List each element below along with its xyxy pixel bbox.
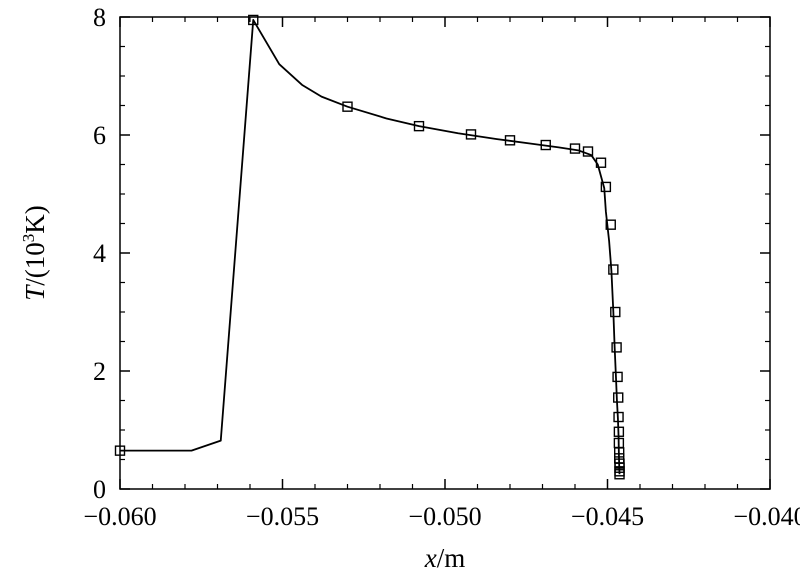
square-marker: [600, 181, 612, 193]
square-marker: [608, 264, 619, 275]
series-layer: [114, 14, 625, 480]
square-marker: [248, 14, 259, 26]
square-marker: [605, 219, 616, 230]
square-marker: [613, 392, 624, 403]
y-tick-label: 4: [93, 239, 106, 268]
square-marker: [610, 306, 621, 318]
x-tick-label: −0.045: [571, 502, 644, 531]
square-marker: [342, 101, 353, 112]
square-marker: [611, 342, 622, 353]
square-marker: [613, 411, 624, 423]
y-tick-label: 6: [93, 121, 106, 150]
square-marker: [614, 469, 625, 480]
ticks: [119, 16, 771, 490]
square-marker: [595, 157, 607, 168]
square-marker: [582, 146, 594, 157]
x-tick-label: −0.050: [408, 502, 481, 531]
square-marker: [540, 139, 551, 151]
x-tick-label: −0.040: [733, 502, 800, 531]
square-marker: [465, 129, 477, 140]
y-axis-label: T/(103K): [19, 205, 50, 301]
square-marker: [504, 135, 516, 146]
square-marker: [614, 447, 625, 458]
series-line: [120, 19, 621, 475]
square-marker: [114, 445, 126, 456]
square-marker: [613, 426, 625, 437]
x-axis-label: x/m: [424, 543, 466, 573]
plot-frame: [119, 16, 771, 490]
y-tick-label: 8: [93, 3, 106, 32]
square-marker: [413, 120, 425, 132]
x-tick-label: −0.060: [83, 502, 156, 531]
y-tick-label: 0: [93, 475, 106, 504]
tick-labels: −0.060 −0.055 −0.050 −0.045 −0.040 0 2 4 6 8: [83, 3, 800, 531]
square-marker: [612, 371, 623, 383]
x-tick-label: −0.055: [246, 502, 319, 531]
y-tick-label: 2: [93, 357, 106, 386]
square-marker: [569, 143, 581, 154]
